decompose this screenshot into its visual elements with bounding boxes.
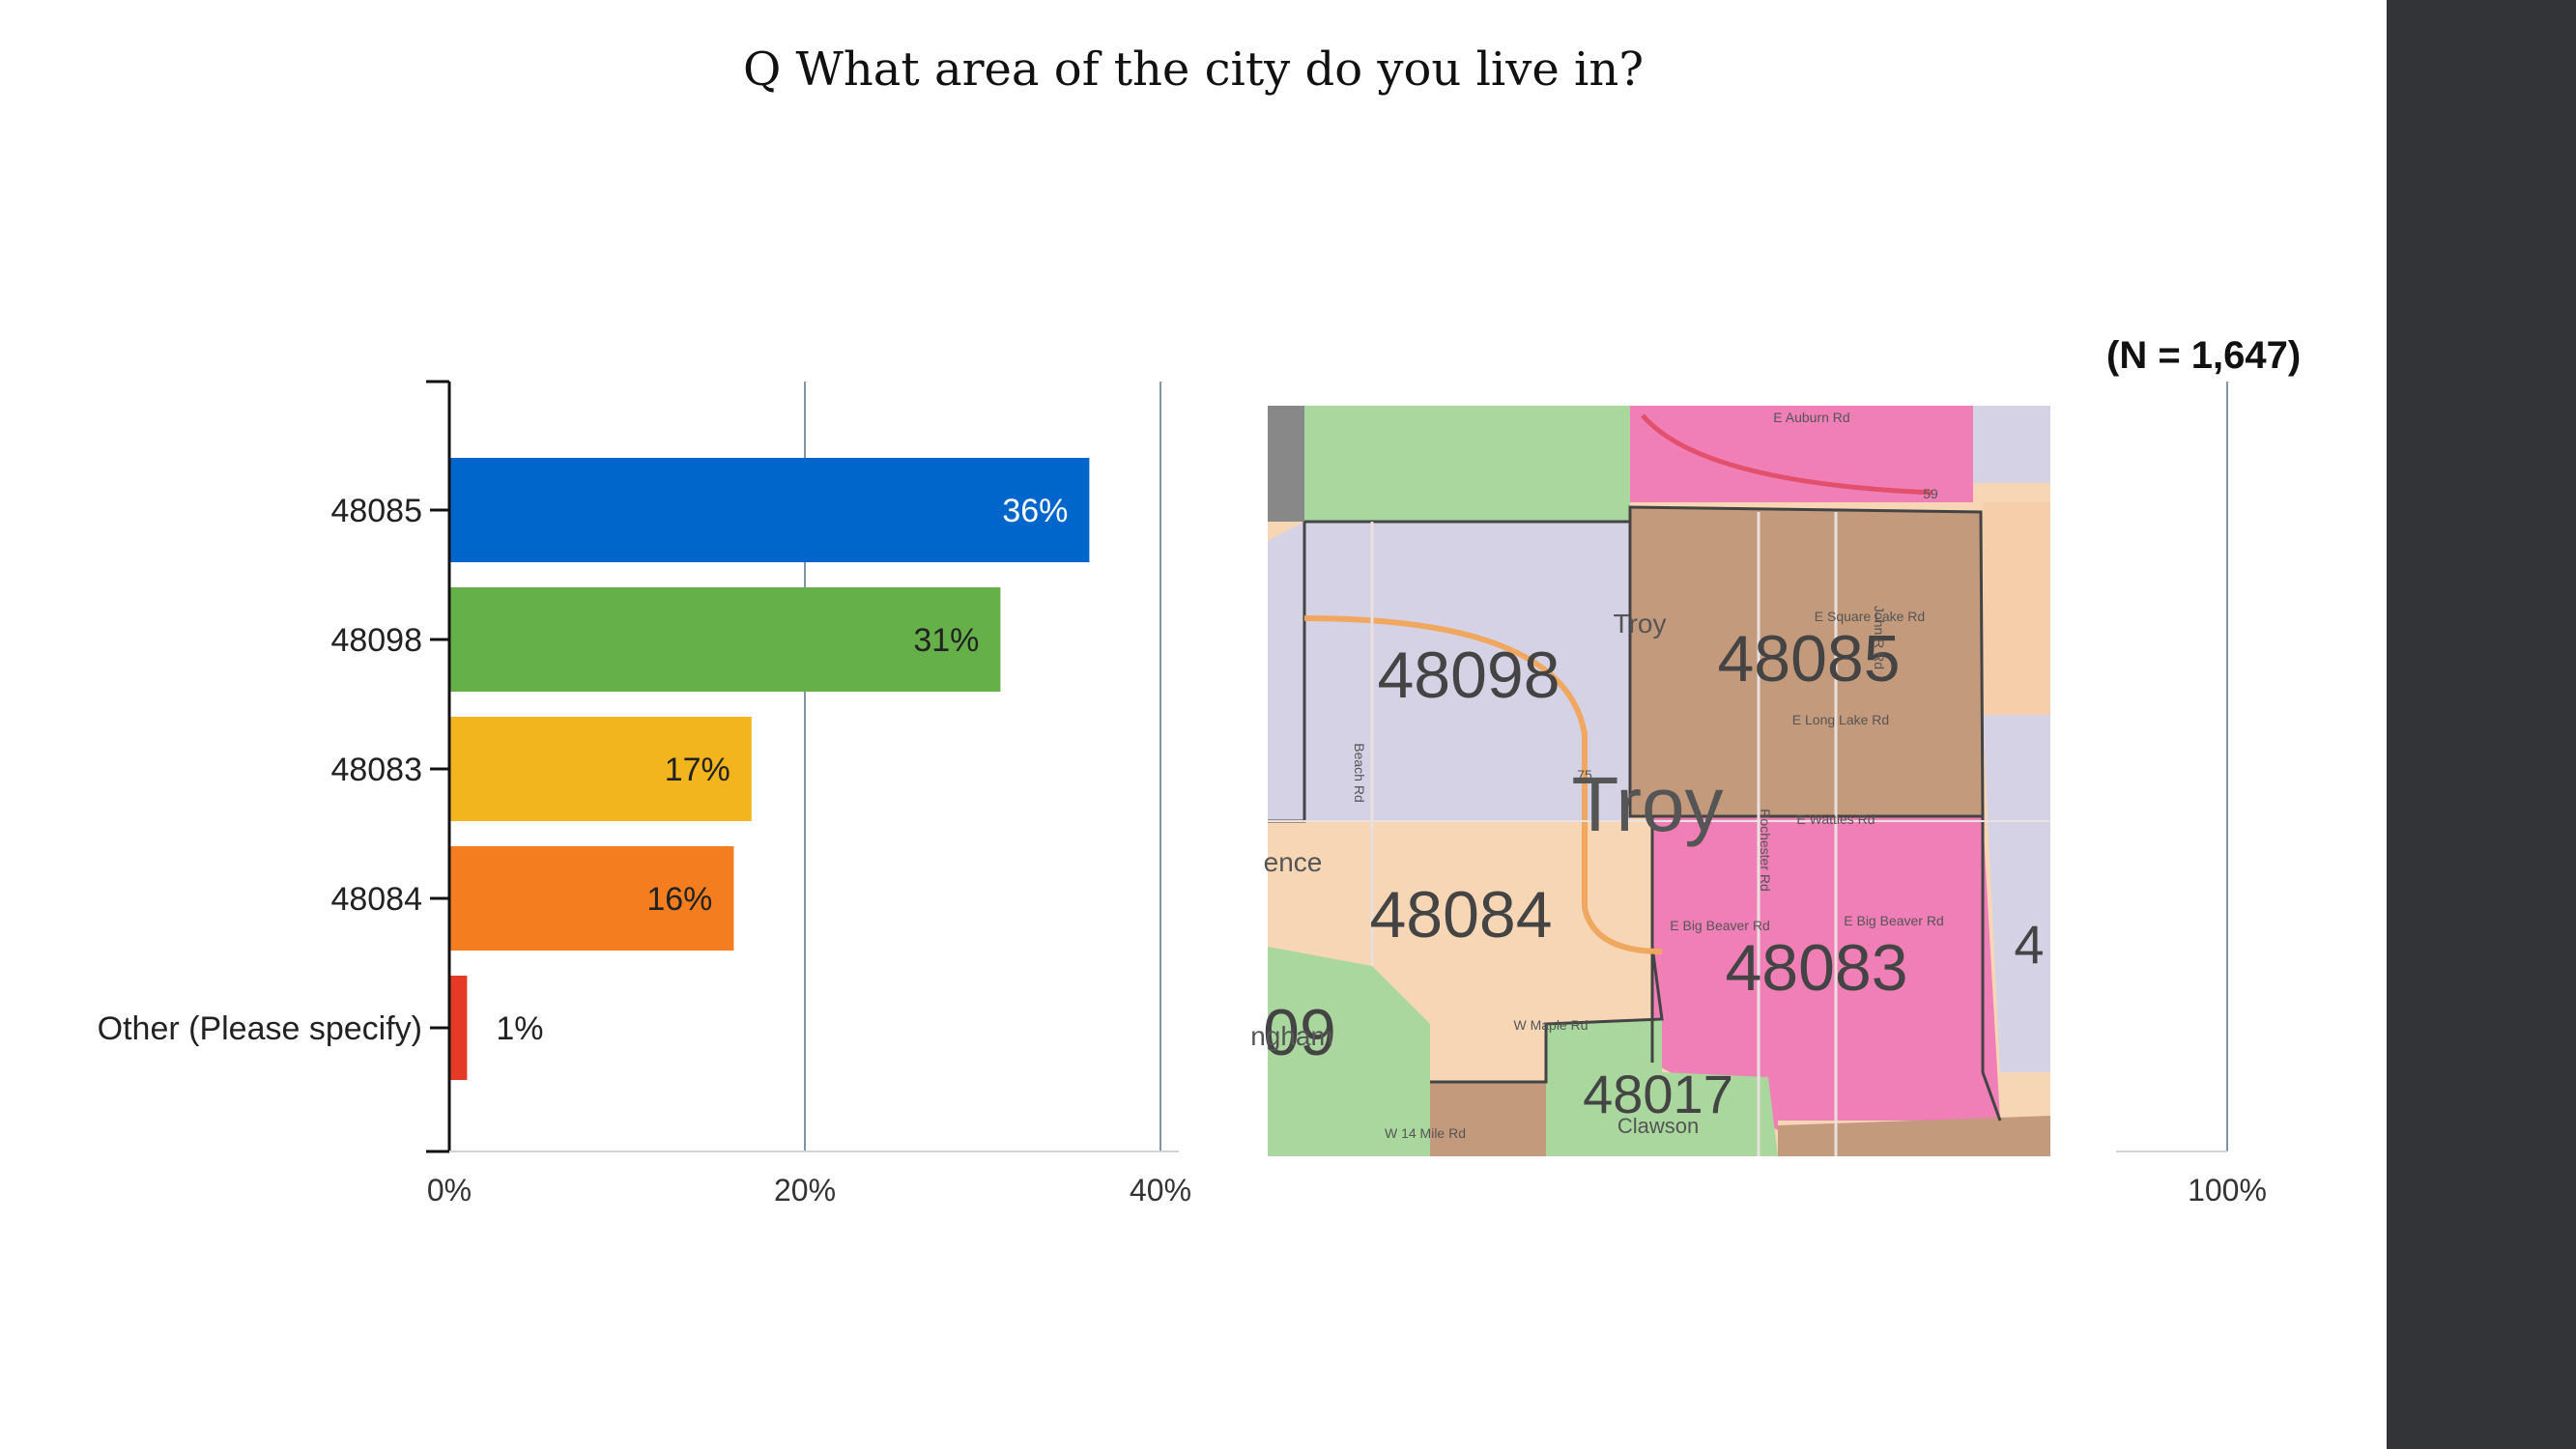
map-street-label: E Big Beaver Rd <box>1844 913 1944 928</box>
map-zip-label: 48085 <box>1717 622 1900 696</box>
bar-chart: 48098 48085 48084 48083 48017 09 4 Troy E Auburn… <box>98 380 2267 1208</box>
bar-48083 <box>449 717 752 821</box>
map-zip-label: 09 <box>1263 996 1336 1069</box>
map-street-label: E Big Beaver Rd <box>1670 918 1770 933</box>
map-street-label: Clawson <box>1617 1114 1699 1138</box>
map-street-label: E Wattles Rd <box>1796 811 1875 827</box>
map-street-label: W Maple Rd <box>1513 1017 1588 1033</box>
map-street-label: Beach Rd <box>1352 743 1367 802</box>
bar-48085 <box>449 458 1090 562</box>
map-zip-label: 48017 <box>1583 1064 1733 1124</box>
x-tick-label: 100% <box>2188 1173 2267 1208</box>
category-label: 48085 <box>330 493 422 529</box>
map-city-label: Troy <box>1571 761 1723 847</box>
map-street-label: 59 <box>1923 486 1938 501</box>
map-street-label: 75 <box>1577 767 1592 782</box>
map-street-label: ence <box>1264 847 1323 877</box>
sample-size-label: (N = 1,647) <box>2106 334 2302 377</box>
category-label: Other (Please specify) <box>98 1010 422 1047</box>
map-street-label: W 14 Mile Rd <box>1385 1125 1466 1141</box>
x-axis: 0% 20% 40% 100% <box>427 1151 2267 1208</box>
bar-48084 <box>449 846 734 951</box>
bar-other-please-specify- <box>449 976 468 1080</box>
data-label: 36% <box>1002 493 1068 529</box>
x-tick-label: 20% <box>774 1173 836 1208</box>
map-street-label: Rochester Rd <box>1758 809 1773 892</box>
map-street-label: E Long Lake Rd <box>1792 712 1889 727</box>
x-tick-label: 40% <box>1130 1173 1191 1208</box>
map-street-label: E Square Lake Rd <box>1815 609 1925 624</box>
map-street-label: John R Rd <box>1872 606 1887 669</box>
data-label: 31% <box>913 622 979 659</box>
right-sidebar <box>2387 0 2576 1449</box>
map-zip-label: 48084 <box>1369 878 1552 952</box>
bars <box>449 458 1090 1080</box>
data-label: 17% <box>665 752 730 788</box>
data-label: 16% <box>646 881 712 918</box>
map-zip-label: 4 <box>2014 914 2044 975</box>
data-labels: 36% 31% 17% 16% 1% <box>496 493 1068 1047</box>
map-street-label: Troy <box>1614 609 1667 639</box>
map-street-label: ngham <box>1250 1021 1333 1051</box>
zip-code-map: 48098 48085 48084 48083 48017 09 4 Troy E Auburn… <box>1250 406 2050 1156</box>
map-zip-label: 48083 <box>1725 931 1907 1005</box>
y-axis: 48085 48098 48083 48084 Other (Please specif… <box>98 380 451 1153</box>
category-label: 48084 <box>330 881 422 918</box>
category-label: 48083 <box>330 752 422 788</box>
category-label: 48098 <box>330 622 422 659</box>
bar-48098 <box>449 587 1001 692</box>
slide-title: Q What area of the city do you live in? <box>742 43 1645 97</box>
map-street-label: E Auburn Rd <box>1773 410 1849 425</box>
x-tick-label: 0% <box>427 1173 472 1208</box>
map-zip-label: 48098 <box>1377 639 1560 712</box>
data-label: 1% <box>496 1010 543 1047</box>
